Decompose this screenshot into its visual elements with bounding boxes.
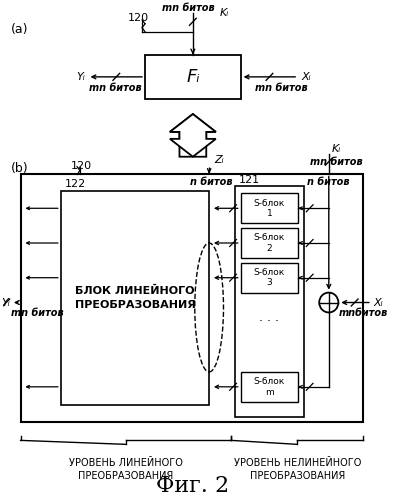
Text: 120: 120 bbox=[70, 161, 91, 171]
Text: Fᵢ: Fᵢ bbox=[186, 68, 200, 86]
Polygon shape bbox=[170, 114, 216, 157]
Text: . . .: . . . bbox=[259, 311, 280, 324]
Text: 122: 122 bbox=[65, 180, 86, 190]
Text: Фиг. 2: Фиг. 2 bbox=[156, 475, 229, 497]
Text: УРОВЕНЬ ЛИНЕЙНОГО
ПРЕОБРАЗОВАНИЯ: УРОВЕНЬ ЛИНЕЙНОГО ПРЕОБРАЗОВАНИЯ bbox=[69, 458, 183, 481]
Text: УРОВЕНЬ НЕЛИНЕЙНОГО
ПРЕОБРАЗОВАНИЯ: УРОВЕНЬ НЕЛИНЕЙНОГО ПРЕОБРАЗОВАНИЯ bbox=[234, 458, 361, 481]
Polygon shape bbox=[170, 114, 216, 157]
Text: (b): (b) bbox=[11, 162, 29, 175]
Text: Xᵢ: Xᵢ bbox=[301, 72, 310, 82]
Bar bbox=[241, 194, 298, 223]
Text: mn битов: mn битов bbox=[89, 83, 142, 93]
Bar bbox=[241, 372, 298, 402]
Text: mn битов: mn битов bbox=[310, 157, 362, 167]
Text: S-блок
m: S-блок m bbox=[254, 377, 285, 397]
Bar bbox=[241, 263, 298, 292]
Text: Kᵢ: Kᵢ bbox=[220, 8, 229, 18]
Text: mn битов: mn битов bbox=[255, 83, 308, 93]
Text: n битов: n битов bbox=[190, 177, 232, 187]
Bar bbox=[241, 228, 298, 258]
Text: Yᵢ: Yᵢ bbox=[1, 297, 10, 307]
Text: mn битов: mn битов bbox=[11, 308, 64, 318]
Text: БЛОК ЛИНЕЙНОГО
ПРЕОБРАЗОВАНИЯ: БЛОК ЛИНЕЙНОГО ПРЕОБРАЗОВАНИЯ bbox=[74, 286, 195, 310]
Text: (a): (a) bbox=[11, 23, 29, 36]
Bar bbox=[61, 192, 209, 405]
Text: Yᵢ: Yᵢ bbox=[76, 72, 85, 82]
Bar bbox=[21, 174, 363, 422]
Bar bbox=[145, 54, 241, 99]
Text: 120: 120 bbox=[128, 13, 149, 23]
Text: mn битов: mn битов bbox=[162, 3, 214, 13]
Text: n битов: n битов bbox=[307, 177, 349, 187]
Text: Kᵢ: Kᵢ bbox=[332, 144, 341, 154]
Text: S-блок
3: S-блок 3 bbox=[254, 268, 285, 287]
Text: Zᵢ: Zᵢ bbox=[214, 155, 224, 165]
Bar bbox=[235, 187, 304, 417]
Text: Xᵢ: Xᵢ bbox=[374, 297, 383, 307]
Text: mnбитов: mnбитов bbox=[338, 308, 388, 318]
Text: S-блок
2: S-блок 2 bbox=[254, 234, 285, 252]
Text: 121: 121 bbox=[239, 175, 260, 185]
Text: S-блок
1: S-блок 1 bbox=[254, 199, 285, 218]
